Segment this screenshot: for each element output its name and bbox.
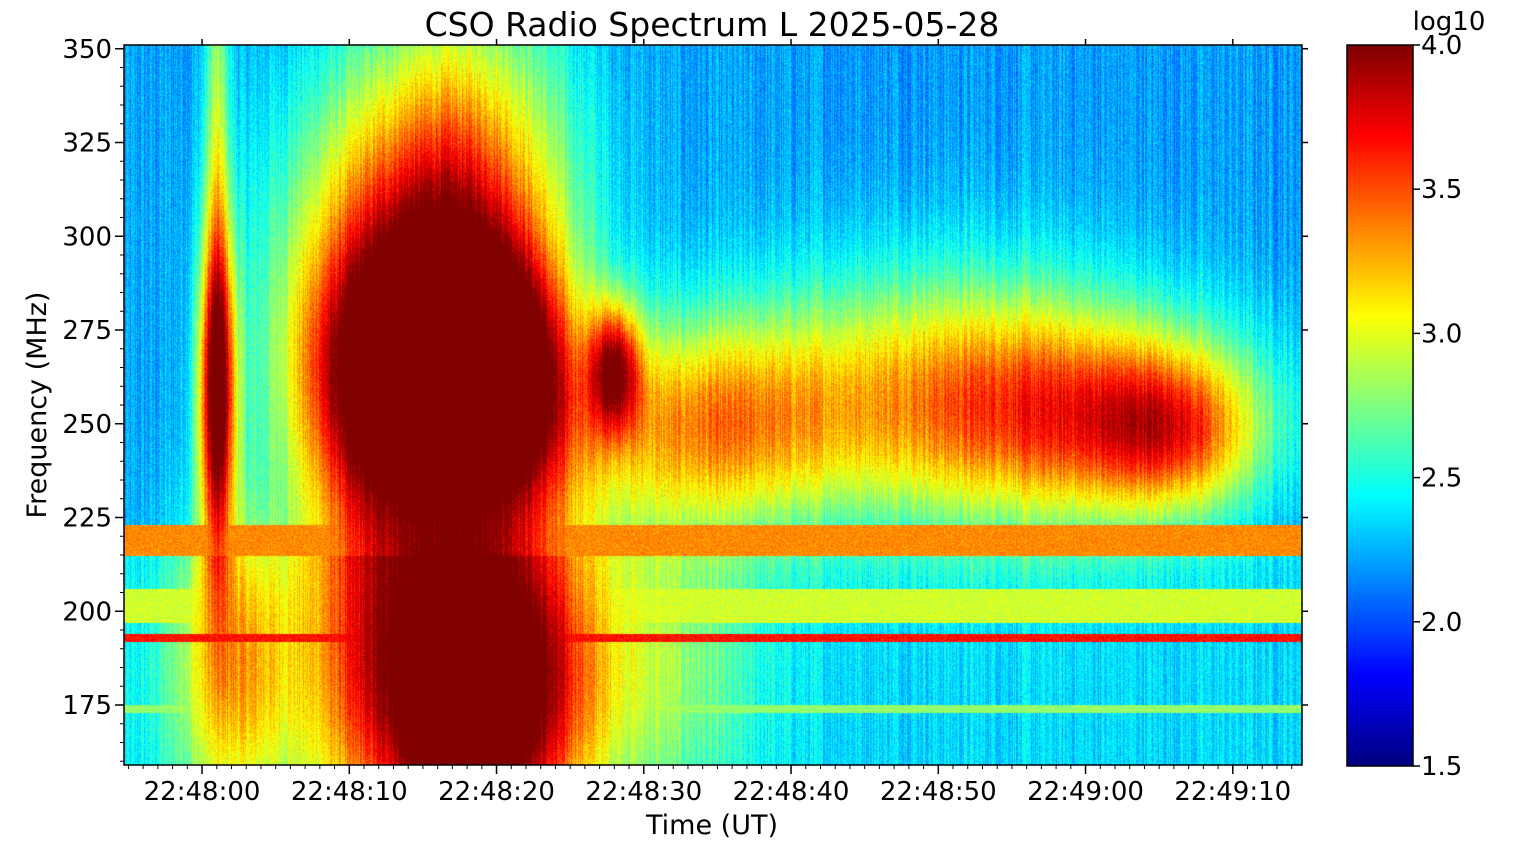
colorbar-tick-label: 4.0	[1421, 31, 1462, 61]
colorbar-tick-label: 3.0	[1421, 319, 1462, 349]
y-tick-label: 200	[62, 597, 112, 627]
x-tick-label: 22:48:10	[291, 777, 408, 807]
x-tick-label: 22:48:00	[144, 777, 261, 807]
x-tick-label: 22:48:40	[733, 777, 850, 807]
colorbar-ticks: 1.5 2.0 2.5 3.0 3.5 4.0	[1413, 31, 1462, 782]
colorbar: 1.5 2.0 2.5 3.0 3.5 4.0 log10	[1346, 7, 1486, 782]
y-tick-label: 225	[62, 504, 112, 534]
x-tick-label: 22:49:00	[1027, 777, 1144, 807]
x-tick-label: 22:48:30	[585, 777, 702, 807]
x-tick-label: 22:48:50	[880, 777, 997, 807]
colorbar-tick-label: 2.0	[1421, 608, 1462, 638]
colorbar-gradient	[1347, 45, 1413, 766]
y-tick-label: 275	[62, 316, 112, 346]
x-tick-label: 22:48:20	[438, 777, 555, 807]
y-tick-label: 350	[62, 35, 112, 65]
chart-title: CSO Radio Spectrum L 2025-05-28	[425, 5, 1000, 44]
colorbar-tick-label: 2.5	[1421, 464, 1462, 494]
y-tick-label: 250	[62, 410, 112, 440]
y-tick-label: 175	[62, 691, 112, 721]
y-tick-label: 325	[62, 129, 112, 159]
colorbar-tick-label: 1.5	[1421, 752, 1462, 782]
x-tick-label: 22:49:10	[1174, 777, 1291, 807]
axes: 22:48:00 22:48:10 22:48:20 22:48:30 22:48:40…	[62, 35, 1308, 807]
colorbar-label: log10	[1413, 7, 1486, 37]
spectrogram-heatmap	[124, 45, 1302, 765]
plot-area	[124, 45, 1302, 765]
y-tick-label: 300	[62, 222, 112, 252]
x-axis-label: Time (UT)	[645, 810, 778, 841]
colorbar-tick-label: 3.5	[1421, 175, 1462, 205]
y-axis-label: Frequency (MHz)	[22, 292, 53, 519]
